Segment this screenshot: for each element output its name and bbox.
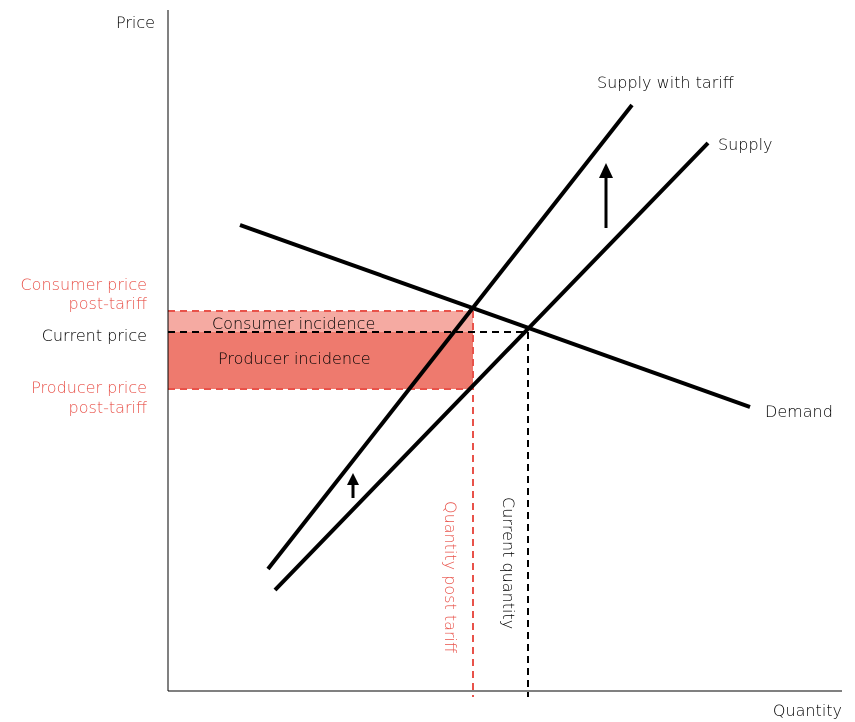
current-quantity-label: Current quantity — [499, 497, 518, 629]
producer-price-label-line1: Producer price — [31, 378, 147, 397]
consumer-price-label-line2: post-tariff — [69, 294, 147, 313]
y-axis-label: Price — [116, 13, 155, 32]
consumer-incidence-region — [168, 311, 473, 332]
supply-with-tariff-curve — [266, 103, 634, 571]
supply-label: Supply — [718, 135, 773, 154]
quantity-post-tariff-label: Quantity post tariff — [441, 501, 460, 653]
producer-incidence-label: Producer incidence — [218, 349, 371, 368]
demand-curve — [239, 223, 751, 409]
consumer-price-label-line1: Consumer price — [21, 275, 148, 294]
producer-incidence-region — [168, 332, 473, 389]
supply-with-tariff-label: Supply with tariff — [597, 73, 734, 92]
supply-shift-arrow-upper — [599, 163, 613, 228]
consumer-incidence-label: Consumer incidence — [212, 314, 375, 333]
supply-shift-arrow-lower — [347, 473, 359, 498]
x-axis-label: Quantity — [773, 701, 842, 720]
current-price-label: Current price — [42, 326, 147, 345]
producer-price-label-line2: post-tariff — [69, 398, 147, 417]
demand-label: Demand — [765, 402, 833, 421]
supply-curve — [273, 141, 710, 592]
